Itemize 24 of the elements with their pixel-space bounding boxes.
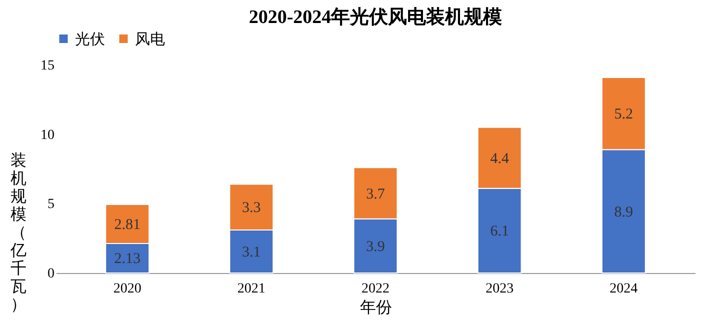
y-tick-label: 15 [40,58,54,74]
x-tick-label: 2021 [237,282,266,296]
y-tick-label: 0 [48,266,54,282]
data-label: 2.13 [114,251,140,268]
y-tick-label: 5 [48,197,54,212]
x-tick-label: 2020 [113,282,142,296]
data-label: 3.1 [242,244,261,261]
x-tick-label: 2024 [610,282,638,296]
chart-title: 2020-2024年光伏风电装机规模 [248,6,502,28]
data-label: 3.3 [242,200,261,216]
data-label: 6.1 [490,224,509,240]
x-tick-label: 2022 [362,282,390,296]
text: 装机规模（亿千瓦） [10,152,26,314]
data-label: 3.7 [366,186,386,202]
legend-label: 风电 [135,30,165,48]
data-label: 2.81 [114,216,140,233]
data-label: 8.9 [614,204,634,220]
legend-label: 光伏 [75,30,105,48]
data-label: 3.9 [366,238,385,255]
x-axis-title: 年份 [360,300,392,316]
data-label: 5.2 [614,106,634,123]
x-tick-label: 2023 [486,282,514,296]
data-label: 4.4 [490,150,510,167]
y-tick-label: 10 [40,128,54,143]
